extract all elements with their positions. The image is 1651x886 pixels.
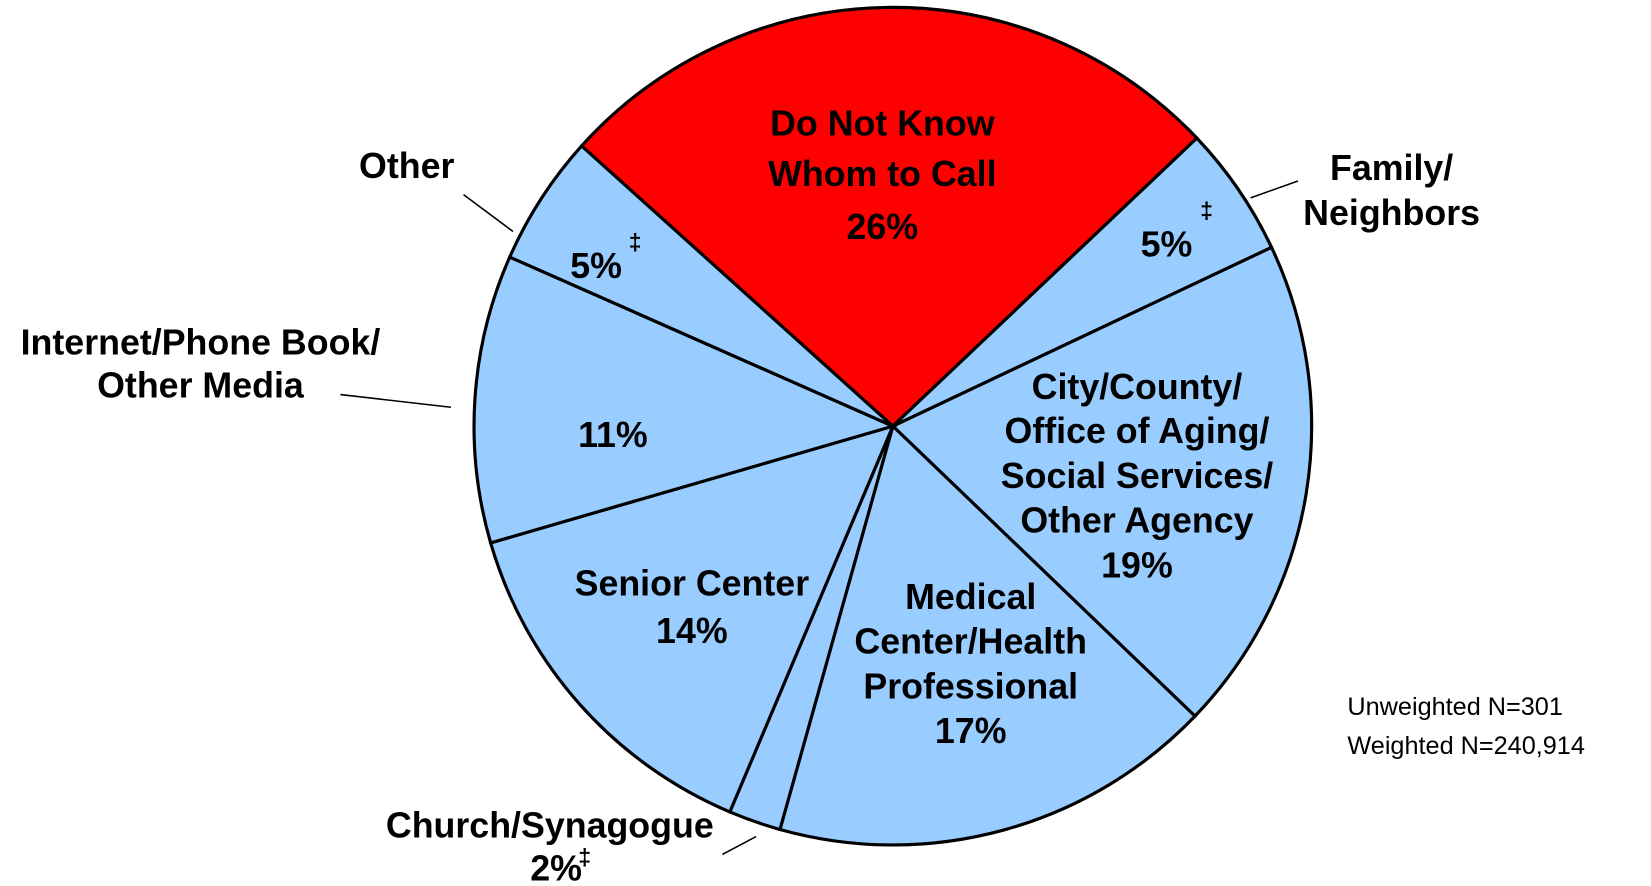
note: Unweighted N=301 (1347, 693, 1562, 721)
slice-label-line: Other Agency (1020, 500, 1253, 540)
slice-label-line: Internet/Phone Book/ (21, 323, 381, 363)
leader-line (1250, 180, 1299, 199)
slice-label-line: Do Not Know (770, 104, 995, 144)
value-label: 5% (570, 246, 622, 286)
leader-line (463, 194, 514, 233)
slice-label-line: Professional (863, 667, 1078, 707)
pie-slice (890, 245, 1314, 719)
pie-slice (488, 423, 896, 814)
value-label: 11% (578, 415, 648, 455)
slice-label-line: Center/Health (854, 621, 1087, 661)
slice-label-line: Other Media (97, 366, 305, 406)
slice-label: Medical Center/Health Professional (854, 577, 1087, 706)
slice-label-line: Church/Synagogue (386, 806, 714, 846)
slice-label: Family/Neighbors (1303, 148, 1480, 233)
value-label: 17% (935, 711, 1007, 751)
pie-slice (579, 5, 1200, 429)
value-label: 26% (847, 207, 919, 247)
slice-label-line: Other (359, 146, 454, 186)
note: Weighted N=240,914 (1347, 732, 1584, 760)
slice-label-line: Whom to Call (768, 154, 996, 194)
pie-slice (507, 143, 894, 428)
value-label: 2% (530, 849, 582, 886)
value-label: 19% (1101, 546, 1173, 586)
slice-label-line: Senior Center (575, 564, 810, 604)
value-label: 14% (656, 611, 728, 651)
slice-label: City/County/Office of Aging/Social Servi… (1001, 367, 1273, 541)
footnote-mark: ‡ (1200, 198, 1213, 224)
slice-label: Other (359, 146, 454, 186)
leader-line (722, 835, 757, 856)
value-label: 5% (1141, 225, 1193, 265)
slice-label-line: Social Services/ (1001, 456, 1273, 496)
slice-label-line: Family/ (1330, 148, 1453, 188)
footnote-mark: ‡ (629, 229, 642, 255)
slice-label: Internet/Phone Book/Other Media (21, 323, 381, 406)
slice-label-line: Office of Aging/ (1005, 411, 1270, 451)
slice-label: Do Not Know Whom to Call (768, 104, 996, 195)
slice-label: Senior Center (575, 564, 810, 604)
leader-line (340, 393, 451, 409)
slice-label: Church/Synagogue (386, 806, 714, 846)
slice-label-line: City/County/ (1032, 367, 1243, 407)
footnote-mark: ‡ (578, 844, 591, 870)
slice-label-line: Neighbors (1303, 193, 1480, 233)
pie-slice (472, 254, 898, 545)
pie-slice (778, 423, 1198, 847)
slice-label-line: Medical (905, 577, 1036, 617)
